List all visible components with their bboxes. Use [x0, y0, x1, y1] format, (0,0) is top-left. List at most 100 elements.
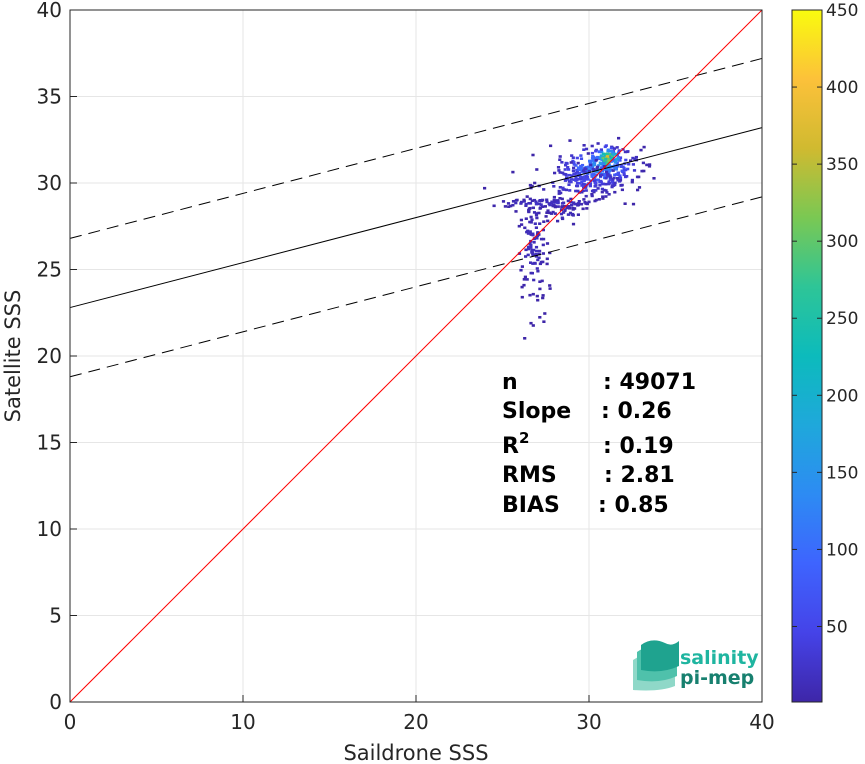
heatmap-cell — [540, 205, 545, 208]
heatmap-cell — [587, 200, 591, 204]
heatmap-cell — [511, 200, 516, 203]
heatmap-cell — [538, 249, 542, 253]
heatmap-cell — [525, 278, 529, 281]
heatmap-cell — [605, 191, 609, 194]
heatmap-cell — [529, 244, 533, 247]
heatmap-cell — [595, 170, 599, 174]
heatmap-cell — [557, 189, 561, 193]
heatmap-cell — [539, 203, 543, 206]
heatmap-cell — [580, 190, 584, 194]
heatmap-cell — [593, 179, 597, 183]
heatmap-cell — [573, 178, 577, 181]
heatmap-cell — [639, 148, 643, 152]
heatmap-cell — [588, 159, 592, 163]
heatmap-cell — [542, 188, 546, 191]
heatmap-cell — [531, 206, 535, 210]
heatmap-cell — [620, 188, 624, 192]
heatmap-cell — [503, 205, 507, 208]
heatmap-cell — [507, 205, 511, 208]
heatmap-cell — [531, 292, 535, 296]
wave-logo-icon — [633, 640, 679, 691]
heatmap-cell — [528, 206, 532, 210]
heatmap-cell — [523, 226, 527, 230]
heatmap-cell — [629, 159, 633, 162]
heatmap-cell — [511, 203, 515, 207]
heatmap-cell — [531, 254, 535, 257]
heatmap-cell — [582, 176, 586, 179]
y-tick-label: 15 — [37, 431, 62, 455]
heatmap-cell — [524, 217, 528, 220]
heatmap-cell — [575, 184, 579, 188]
heatmap-cell — [556, 199, 560, 203]
heatmap-cell — [530, 271, 534, 275]
heatmap-cell — [563, 173, 567, 176]
heatmap-cell — [568, 139, 572, 142]
y-tick-label: 35 — [37, 85, 62, 109]
heatmap-cell — [619, 165, 623, 168]
heatmap-cell — [535, 267, 539, 270]
heatmap-cell — [597, 167, 601, 171]
heatmap-cell — [527, 245, 531, 249]
heatmap-cell — [533, 181, 537, 185]
heatmap-cell — [590, 144, 594, 148]
heatmap-cell — [543, 205, 547, 208]
heatmap-cell — [571, 212, 575, 216]
heatmap-cell — [534, 200, 538, 203]
heatmap-cell — [563, 204, 567, 208]
heatmap-cell — [617, 149, 621, 152]
heatmap-cell — [570, 154, 574, 157]
heatmap-cell — [601, 195, 605, 198]
heatmap-cell — [538, 262, 542, 266]
heatmap-cell — [607, 158, 611, 161]
heatmap-cell — [600, 169, 604, 173]
x-tick-label: 0 — [64, 710, 77, 734]
heatmap-cell — [515, 198, 519, 202]
heatmap-cell — [578, 177, 583, 180]
heatmap-cell — [603, 154, 607, 157]
heatmap-cell — [522, 283, 526, 287]
heatmap-cell — [569, 180, 573, 184]
heatmap-cell — [534, 213, 539, 217]
heatmap-cell — [600, 150, 604, 154]
heatmap-cell — [483, 186, 487, 190]
heatmap-cell — [530, 184, 534, 188]
heatmap-cell — [535, 294, 539, 298]
heatmap-cell — [607, 193, 611, 196]
heatmap-cell — [538, 280, 542, 283]
heatmap-cell — [554, 199, 558, 203]
heatmap-cell — [579, 202, 584, 206]
heatmap-cell — [592, 163, 596, 167]
heatmap-cell — [593, 185, 597, 188]
heatmap-cell — [524, 255, 528, 258]
colorbar — [791, 9, 823, 703]
heatmap-cell — [575, 168, 579, 172]
heatmap-cell — [588, 168, 592, 171]
heatmap-cell — [531, 262, 535, 265]
x-tick-label: 30 — [576, 710, 601, 734]
heatmap-cell — [584, 186, 588, 189]
heatmap-cell — [526, 253, 530, 257]
heatmap-cell — [563, 168, 567, 171]
one-to-one-line — [69, 9, 763, 703]
heatmap-cell — [571, 222, 576, 226]
heatmap-cell — [595, 165, 600, 169]
logo-text-pimep: pi-mep — [680, 667, 754, 689]
heatmap-cell — [524, 204, 528, 207]
stat-rms-value: : 2.81 — [604, 463, 675, 488]
heatmap-cell — [575, 156, 579, 160]
regression-line — [69, 127, 763, 309]
heatmap-cell — [533, 262, 537, 265]
heatmap-cell — [596, 187, 600, 190]
heatmap-cell — [531, 153, 535, 157]
heatmap-cell — [604, 144, 608, 147]
heatmap-cell — [648, 163, 652, 166]
colorbar-tick-label: 250 — [826, 309, 858, 329]
heatmap-cell — [605, 162, 609, 165]
heatmap-cell — [622, 173, 626, 177]
heatmap-cell — [579, 164, 583, 168]
heatmap-cell — [586, 172, 590, 176]
heatmap-cell — [523, 275, 527, 279]
heatmap-cell — [492, 204, 496, 208]
heatmap-cell — [599, 148, 603, 151]
